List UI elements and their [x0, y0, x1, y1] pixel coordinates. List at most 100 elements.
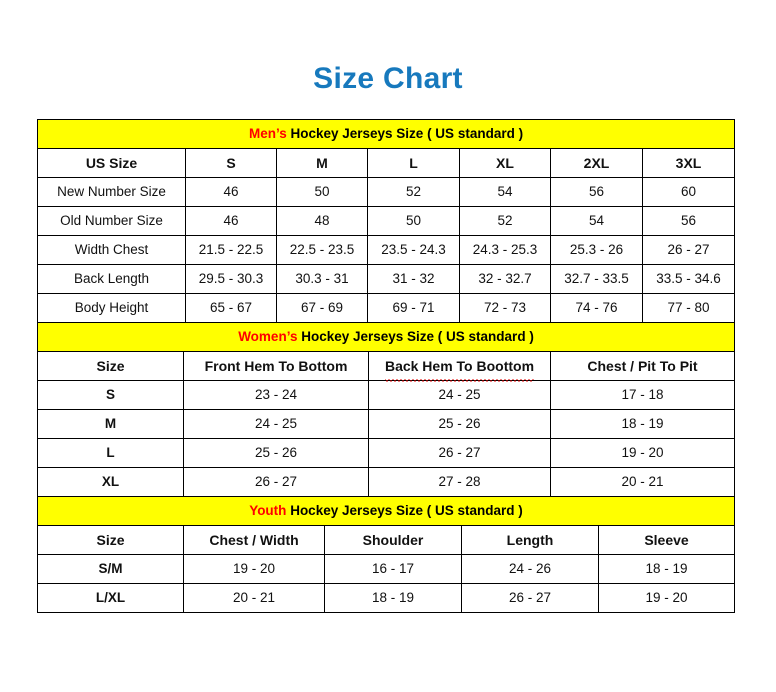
mens-cell-0-2: 52	[367, 177, 460, 207]
mens-cell-4-1: 67 - 69	[276, 293, 368, 323]
womens-cell-1-1: 25 - 26	[368, 409, 551, 439]
mens-cell-2-4: 25.3 - 26	[550, 235, 643, 265]
mens-cell-3-4: 32.7 - 33.5	[550, 264, 643, 294]
mens-cell-3-5: 33.5 - 34.6	[641, 264, 736, 294]
womens-column-header-1: Front Hem To Bottom	[183, 351, 369, 381]
page-title: Size Chart	[313, 62, 463, 95]
mens-column-header-2: M	[276, 148, 368, 178]
womens-column-header-2: Back Hem To Boottom	[368, 351, 551, 382]
womens-row-label-0: S	[37, 380, 184, 410]
mens-cell-2-3: 24.3 - 25.3	[459, 235, 551, 265]
mens-cell-3-0: 29.5 - 30.3	[185, 264, 277, 294]
youth-column-header-2: Shoulder	[324, 525, 462, 555]
table-row: M 24 - 25 25 - 26 18 - 19	[37, 409, 735, 439]
womens-row-label-2: L	[37, 438, 184, 468]
youth-row-label-0: S/M	[37, 554, 184, 584]
table-row: Body Height 65 - 67 67 - 69 69 - 71 72 -…	[37, 293, 736, 323]
mens-cell-2-5: 26 - 27	[641, 235, 736, 265]
youth-cell-0-2: 24 - 26	[461, 554, 599, 584]
womens-cell-2-1: 26 - 27	[368, 438, 551, 468]
womens-column-header-2-text: Back Hem To Boottom	[384, 352, 535, 382]
mens-cell-2-0: 21.5 - 22.5	[185, 235, 277, 265]
womens-cell-2-2: 19 - 20	[550, 438, 735, 468]
mens-row-label-2: Width Chest	[37, 235, 186, 265]
size-tables-container: Men’s Hockey Jerseys Size ( US standard …	[36, 119, 736, 613]
youth-column-header-3: Length	[461, 525, 599, 555]
youth-cell-0-1: 16 - 17	[324, 554, 462, 584]
mens-column-header-0: US Size	[37, 148, 186, 178]
womens-section-banner: Women’s Hockey Jerseys Size ( US standar…	[37, 322, 735, 352]
mens-cell-1-0: 46	[185, 206, 277, 236]
youth-cell-1-0: 20 - 21	[183, 583, 325, 613]
womens-cell-1-0: 24 - 25	[183, 409, 369, 439]
womens-cell-0-1: 24 - 25	[368, 380, 551, 410]
mens-banner-rest: Hockey Jerseys Size ( US standard )	[286, 126, 524, 141]
mens-cell-0-4: 56	[550, 177, 643, 207]
womens-column-header-0: Size	[37, 351, 184, 381]
mens-row-label-3: Back Length	[37, 264, 186, 294]
mens-cell-0-3: 54	[459, 177, 551, 207]
table-row: S/M 19 - 20 16 - 17 24 - 26 18 - 19	[37, 554, 735, 584]
youth-cell-0-0: 19 - 20	[183, 554, 325, 584]
youth-column-header-row: Size Chest / Width Shoulder Length Sleev…	[37, 525, 735, 555]
mens-section-banner: Men’s Hockey Jerseys Size ( US standard …	[36, 119, 736, 149]
mens-cell-2-2: 23.5 - 24.3	[367, 235, 460, 265]
mens-row-label-1: Old Number Size	[37, 206, 186, 236]
mens-cell-3-2: 31 - 32	[367, 264, 460, 294]
mens-cell-0-5: 60	[641, 177, 736, 207]
womens-cell-3-1: 27 - 28	[368, 467, 551, 497]
table-row: L/XL 20 - 21 18 - 19 26 - 27 19 - 20	[37, 583, 735, 613]
mens-cell-3-1: 30.3 - 31	[276, 264, 368, 294]
womens-row-label-1: M	[37, 409, 184, 439]
youth-section-banner: Youth Hockey Jerseys Size ( US standard …	[37, 496, 735, 526]
table-row: S 23 - 24 24 - 25 17 - 18	[37, 380, 735, 410]
womens-cell-2-0: 25 - 26	[183, 438, 369, 468]
womens-cell-0-0: 23 - 24	[183, 380, 369, 410]
mens-column-header-4: XL	[459, 148, 551, 178]
womens-cell-3-2: 20 - 21	[550, 467, 735, 497]
womens-cell-3-0: 26 - 27	[183, 467, 369, 497]
mens-cell-1-1: 48	[276, 206, 368, 236]
table-row: XL 26 - 27 27 - 28 20 - 21	[37, 467, 735, 497]
youth-column-header-0: Size	[37, 525, 184, 555]
mens-cell-3-3: 32 - 32.7	[459, 264, 551, 294]
youth-size-table: Youth Hockey Jerseys Size ( US standard …	[37, 496, 735, 613]
womens-section-banner-row: Women’s Hockey Jerseys Size ( US standar…	[37, 322, 735, 352]
mens-column-header-5: 2XL	[550, 148, 643, 178]
mens-cell-4-3: 72 - 73	[459, 293, 551, 323]
youth-cell-1-3: 19 - 20	[598, 583, 735, 613]
youth-section-banner-row: Youth Hockey Jerseys Size ( US standard …	[37, 496, 735, 526]
mens-banner-accent: Men’s	[248, 126, 287, 141]
womens-column-header-3: Chest / Pit To Pit	[550, 351, 735, 381]
mens-column-header-1: S	[185, 148, 277, 178]
mens-cell-2-1: 22.5 - 23.5	[276, 235, 368, 265]
mens-cell-4-2: 69 - 71	[367, 293, 460, 323]
mens-cell-4-5: 77 - 80	[641, 293, 736, 323]
mens-cell-1-4: 54	[550, 206, 643, 236]
youth-column-header-4: Sleeve	[598, 525, 735, 555]
mens-cell-4-4: 74 - 76	[550, 293, 643, 323]
youth-row-label-1: L/XL	[37, 583, 184, 613]
youth-banner-rest: Hockey Jerseys Size ( US standard )	[286, 503, 523, 518]
mens-cell-1-5: 56	[641, 206, 736, 236]
mens-cell-0-1: 50	[276, 177, 368, 207]
womens-cell-1-2: 18 - 19	[550, 409, 735, 439]
youth-cell-0-3: 18 - 19	[598, 554, 735, 584]
mens-column-header-row: US Size S M L XL 2XL 3XL	[37, 148, 736, 178]
mens-section-banner-row: Men’s Hockey Jerseys Size ( US standard …	[36, 119, 736, 149]
youth-cell-1-1: 18 - 19	[324, 583, 462, 613]
womens-banner-rest: Hockey Jerseys Size ( US standard )	[297, 329, 534, 344]
youth-column-header-1: Chest / Width	[183, 525, 325, 555]
table-row: Width Chest 21.5 - 22.5 22.5 - 23.5 23.5…	[37, 235, 736, 265]
table-row: Back Length 29.5 - 30.3 30.3 - 31 31 - 3…	[37, 264, 736, 294]
womens-column-header-row: Size Front Hem To Bottom Back Hem To Boo…	[37, 351, 735, 382]
table-row: Old Number Size 46 48 50 52 54 56	[37, 206, 736, 236]
mens-column-header-6: 3XL	[641, 148, 736, 178]
womens-size-table: Women’s Hockey Jerseys Size ( US standar…	[37, 322, 735, 497]
mens-row-label-0: New Number Size	[37, 177, 186, 207]
womens-cell-0-2: 17 - 18	[550, 380, 735, 410]
youth-banner-accent: Youth	[249, 503, 287, 518]
table-row: L 25 - 26 26 - 27 19 - 20	[37, 438, 735, 468]
mens-row-label-4: Body Height	[37, 293, 186, 323]
